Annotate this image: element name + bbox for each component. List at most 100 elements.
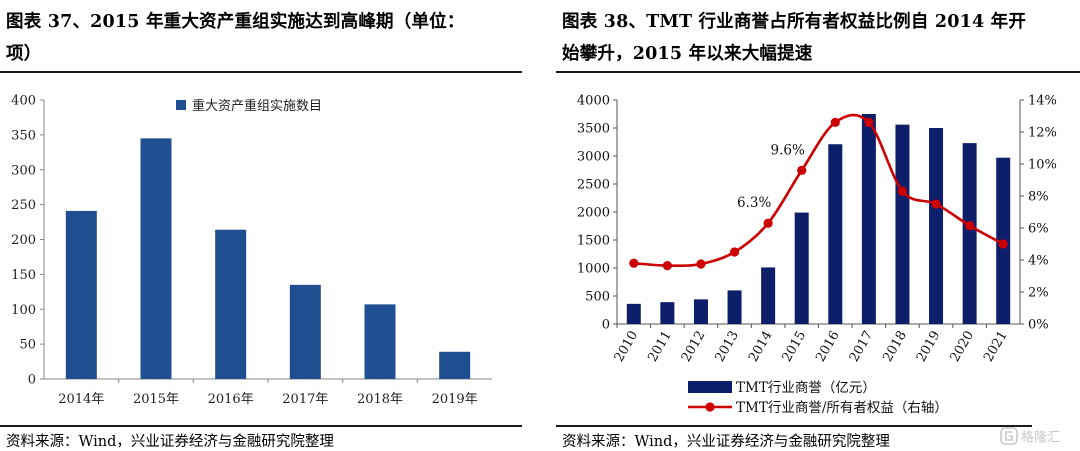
y-tick-label: 250 (11, 198, 36, 213)
y-tick-label: 400 (11, 94, 36, 109)
x-tick-label: 2015 (780, 329, 810, 365)
legend-bar-label: TMT行业商誉（亿元） (736, 380, 876, 396)
x-tick-label: 2014 (746, 329, 776, 365)
left-source-note: 资料来源：Wind，兴业证券经济与金融研究院整理 (6, 434, 334, 450)
right-combo-chart: 0 500 1000 1500 2000 2500 3000 3500 4000 0% 2% 4% 6%… (577, 94, 1057, 417)
legend-line-label: TMT行业商誉/所有者权益（右轴） (736, 399, 948, 416)
y-tick-label: 150 (11, 268, 36, 283)
x-tick-label: 2018 (880, 329, 910, 365)
bar-2016 (828, 144, 843, 324)
bar-2010 (626, 303, 641, 324)
ratio-point-2010 (629, 258, 639, 268)
ratio-point-2014 (763, 218, 773, 228)
ratio-point-2021 (998, 239, 1008, 249)
x-tick-label: 2019年 (432, 392, 478, 407)
right-source-note: 资料来源：Wind，兴业证券经济与金融研究院整理 (562, 434, 890, 450)
ratio-point-2011 (662, 261, 672, 271)
bar-2012 (693, 299, 708, 324)
bar-2011 (660, 302, 675, 324)
y-tick-label: 350 (11, 128, 36, 143)
right-y-tick-label: 10% (1028, 158, 1057, 173)
bar-2014 (761, 267, 776, 324)
bar-2016年 (215, 229, 247, 379)
legend-label: 重大资产重组实施数目 (192, 98, 322, 114)
left-y-tick-label: 0 (602, 318, 610, 333)
y-tick-label: 300 (11, 163, 36, 178)
x-tick-label: 2015年 (133, 392, 179, 407)
right-title-rule (556, 71, 1080, 73)
bar-2015 (794, 212, 809, 324)
x-tick-label: 2013 (712, 329, 742, 365)
x-tick-label: 2011 (645, 329, 675, 365)
bar-2014年 (65, 210, 97, 379)
legend-swatch (176, 100, 186, 110)
right-y-tick-label: 4% (1028, 254, 1049, 269)
legend-bar-swatch (688, 381, 732, 393)
ratio-point-2017 (864, 117, 874, 127)
bar-2018 (895, 124, 910, 324)
right-y-tick-label: 12% (1028, 126, 1057, 141)
right-title-line2: 始攀升，2015 年以来大幅提速 (562, 44, 813, 64)
x-tick-label: 2018年 (357, 392, 403, 407)
ratio-point-2020 (965, 221, 975, 231)
left-y-tick-label: 4000 (577, 94, 610, 109)
bar-2013 (727, 290, 742, 324)
left-title-rule (0, 71, 522, 73)
bar-2019年 (439, 351, 471, 379)
legend: 重大资产重组实施数目 (176, 98, 322, 114)
ratio-point-2016 (830, 117, 840, 127)
legend-line-marker (705, 402, 715, 412)
x-tick-label: 2010 (612, 329, 642, 365)
ratio-point-2012 (696, 259, 706, 269)
ratio-point-2018 (897, 186, 908, 196)
y-tick-label: 100 (11, 303, 36, 318)
x-tick-label: 2012 (679, 329, 709, 365)
right-y-tick-label: 14% (1028, 94, 1057, 109)
bar-2015年 (140, 138, 172, 379)
left-title-line2: 项） (6, 44, 42, 64)
data-label: 9.6% (771, 142, 805, 158)
left-figure-panel: 图表 37、2015 年重大资产重组实施达到高峰期（单位： 项） 0 50 100 1… (0, 0, 522, 450)
bar-2018年 (364, 304, 396, 379)
x-tick-label: 2017年 (282, 392, 328, 407)
right-source-rule (556, 425, 1032, 427)
y-tick-label: 50 (19, 338, 36, 353)
right-title-line1: 图表 38、TMT 行业商誉占所有者权益比例自 2014 年开 (562, 12, 1027, 32)
ratio-line (633, 113, 1004, 268)
x-tick-label: 2016 (813, 329, 843, 365)
watermark-logo: 格隆汇 (1000, 427, 1060, 446)
left-y-tick-label: 3500 (577, 122, 610, 137)
bar-2017年 (289, 284, 321, 379)
svg-text:格隆汇: 格隆汇 (1021, 430, 1060, 446)
left-y-tick-label: 500 (585, 290, 610, 305)
left-figure-title: 图表 37、2015 年重大资产重组实施达到高峰期（单位： 项） (6, 6, 465, 70)
bar-2019 (929, 128, 944, 324)
bar-2020 (962, 143, 977, 324)
x-tick-label: 2016年 (208, 392, 254, 407)
left-y-tick-label: 3000 (577, 150, 610, 165)
right-y-tick-label: 6% (1028, 222, 1049, 237)
x-tick-label: 2019 (914, 329, 944, 365)
x-tick-label: 2020 (948, 329, 978, 365)
ratio-point-2019 (931, 199, 941, 209)
left-source-rule (0, 425, 522, 427)
x-tick-label: 2014年 (58, 392, 104, 407)
right-figure-panel: 图表 38、TMT 行业商誉占所有者权益比例自 2014 年开 始攀升，2015… (556, 0, 1080, 450)
right-y-tick-label: 0% (1028, 318, 1049, 333)
left-bar-chart: 0 50 100 150 200 250 300 350 400 2014年 2015年 2016年 2… (11, 94, 492, 407)
left-y-tick-label: 1000 (577, 262, 610, 277)
x-tick-label: 2017 (847, 329, 877, 365)
ratio-point-2013 (729, 247, 740, 257)
right-y-tick-label: 8% (1028, 190, 1049, 205)
left-y-tick-label: 2500 (577, 178, 610, 193)
right-y-tick-label: 2% (1028, 286, 1049, 301)
x-tick-label: 2021 (981, 329, 1011, 365)
right-figure-title: 图表 38、TMT 行业商誉占所有者权益比例自 2014 年开 始攀升，2015… (562, 6, 1026, 70)
bar-2017 (861, 114, 876, 324)
y-tick-label: 0 (28, 373, 36, 388)
ratio-point-2015 (797, 165, 807, 175)
left-title-line1: 图表 37、2015 年重大资产重组实施达到高峰期（单位： (6, 12, 465, 32)
legend: TMT行业商誉（亿元） TMT行业商誉/所有者权益（右轴） (688, 380, 948, 416)
y-tick-label: 200 (11, 233, 36, 248)
data-label: 6.3% (737, 195, 771, 211)
